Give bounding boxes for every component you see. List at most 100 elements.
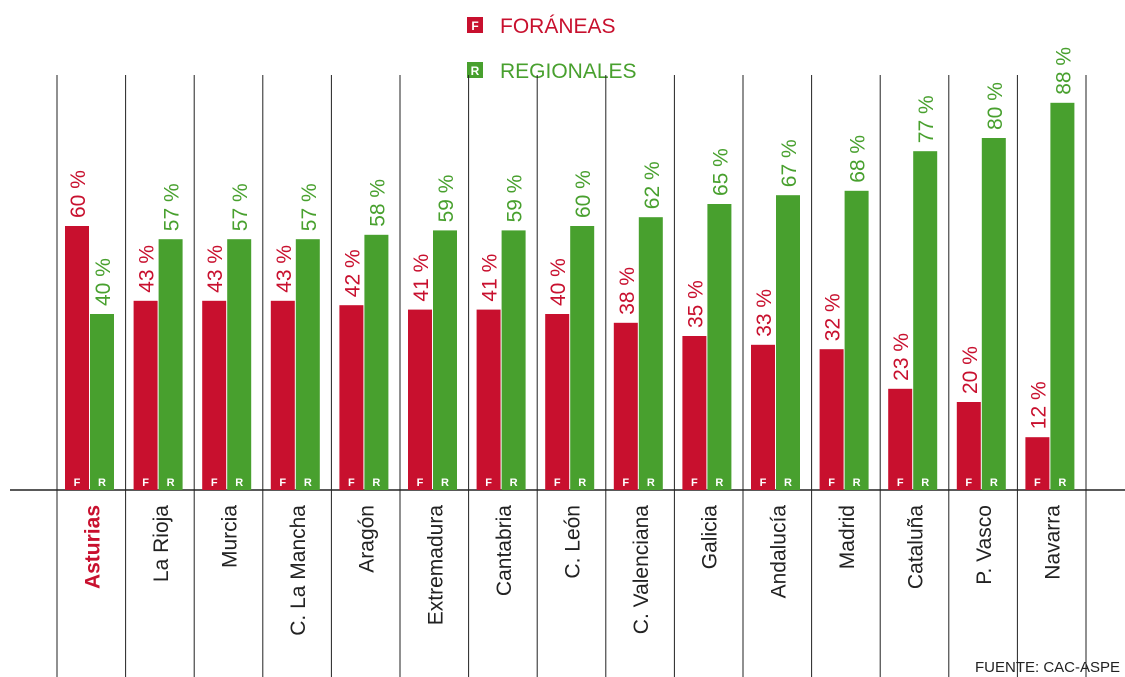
bar [408, 309, 432, 490]
bar [981, 138, 1006, 490]
value-label: 77 % [915, 95, 938, 143]
value-label: 12 % [1027, 381, 1050, 429]
value-label: 65 % [709, 148, 732, 196]
bar [295, 239, 320, 490]
bar [364, 234, 389, 490]
bar [844, 190, 869, 491]
x-tick-label: C. León [562, 505, 585, 579]
bar-marker: F [1034, 477, 1041, 489]
bar [751, 344, 775, 490]
bar [202, 300, 227, 490]
value-label: 32 % [822, 293, 845, 341]
bar-marker: F [691, 477, 698, 489]
bar-marker: R [784, 477, 792, 489]
x-tick-label: C. La Mancha [287, 505, 310, 636]
value-label: 43 % [136, 245, 159, 293]
bar [913, 151, 938, 490]
bar-marker: F [74, 477, 81, 489]
legend-label: REGIONALES [500, 60, 637, 83]
x-tick-label: Madrid [836, 505, 859, 569]
value-label: 40 % [92, 258, 115, 306]
x-tick-label: La Rioja [150, 505, 173, 582]
bar-marker: R [1058, 477, 1066, 489]
bar [227, 239, 252, 490]
bar-marker: F [760, 477, 767, 489]
bar-marker: R [441, 477, 449, 489]
x-tick-label: C. Valenciana [630, 505, 653, 635]
source: FUENTE: CAC-ASPE [975, 659, 1120, 676]
bar-marker: F [417, 477, 424, 489]
bar [133, 300, 158, 490]
bar-marker: F [348, 477, 355, 489]
x-tick-label: Murcia [219, 505, 242, 568]
bar [270, 300, 295, 490]
bar-marker: F [897, 477, 904, 489]
value-label: 60 % [67, 170, 90, 218]
value-label: 20 % [959, 346, 982, 394]
x-tick-label: P. Vasco [973, 505, 996, 585]
bar [339, 305, 364, 490]
value-label: 68 % [847, 135, 870, 183]
bar-marker: F [279, 477, 286, 489]
x-tick-label: Navarra [1042, 505, 1065, 580]
legend-swatch [467, 62, 483, 78]
value-label: 80 % [984, 82, 1007, 130]
value-label: 23 % [890, 333, 913, 381]
bar-marker: R [510, 477, 518, 489]
bar-marker: R [98, 477, 106, 489]
value-label: 57 % [161, 183, 184, 231]
value-label: 57 % [229, 183, 252, 231]
x-tick-label: Cantabria [493, 505, 516, 596]
value-label: 35 % [684, 280, 707, 328]
bar [638, 217, 663, 490]
bar [158, 239, 183, 490]
x-tick-label: Cataluña [905, 505, 928, 589]
value-label: 43 % [204, 245, 227, 293]
legend-marker: F [471, 19, 478, 33]
value-label: 67 % [778, 139, 801, 187]
bar [1025, 437, 1050, 490]
value-label: 60 % [572, 170, 595, 218]
x-tick-label: Aragón [356, 505, 379, 573]
bar-marker: R [853, 477, 861, 489]
value-label: 40 % [547, 258, 570, 306]
bar [65, 226, 89, 490]
value-label: 59 % [435, 175, 458, 223]
bar [707, 204, 732, 490]
bar-marker: R [647, 477, 655, 489]
value-label: 88 % [1052, 47, 1075, 95]
legend-label: FORÁNEAS [500, 15, 616, 38]
value-label: 62 % [641, 161, 664, 209]
bar [956, 402, 981, 490]
bar [476, 309, 501, 490]
bar-marker: F [965, 477, 972, 489]
value-label: 41 % [410, 254, 433, 302]
value-label: 42 % [341, 249, 364, 297]
bar-marker: R [921, 477, 929, 489]
legend-swatch [467, 17, 483, 33]
value-label: 57 % [298, 183, 321, 231]
bar [888, 388, 913, 490]
legend-marker: R [471, 64, 480, 78]
bar-marker: F [211, 477, 218, 489]
bar-marker: F [142, 477, 149, 489]
value-label: 33 % [753, 289, 776, 337]
bar-marker: F [622, 477, 629, 489]
bar-marker: R [167, 477, 175, 489]
value-label: 58 % [366, 179, 389, 227]
bar-marker: R [578, 477, 586, 489]
x-tick-label: Asturias [81, 505, 104, 589]
bar-marker: R [235, 477, 243, 489]
bar [545, 314, 570, 490]
bar [1050, 102, 1075, 491]
bar [433, 230, 457, 490]
bar-marker: R [372, 477, 380, 489]
bar [570, 226, 595, 490]
bar [819, 349, 844, 490]
bar [613, 322, 638, 490]
value-label: 38 % [616, 267, 639, 315]
bar [776, 195, 800, 490]
bar [682, 336, 707, 490]
bar [501, 230, 526, 490]
